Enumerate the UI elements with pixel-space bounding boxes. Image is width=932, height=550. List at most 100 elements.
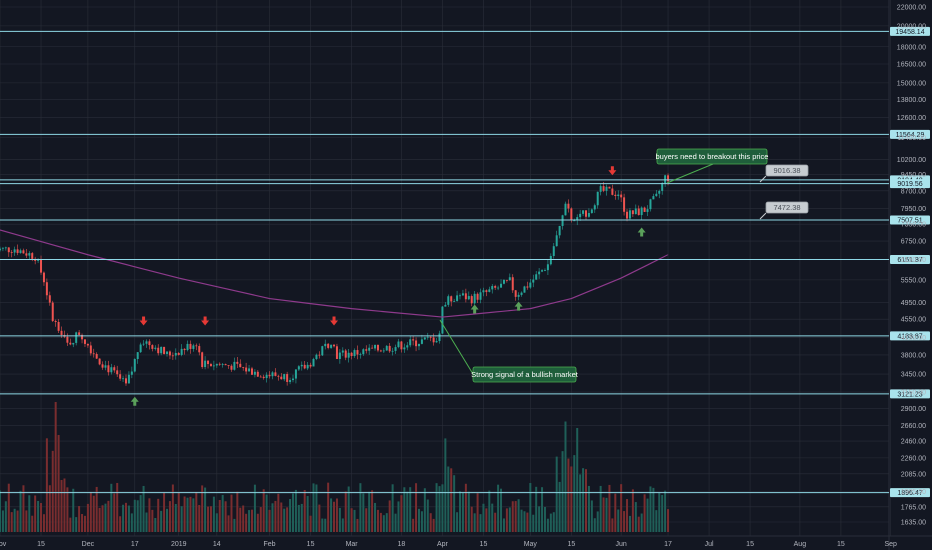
x-tick-label: 15 [746, 541, 754, 548]
candle-body [133, 359, 136, 372]
volume-bar [81, 514, 84, 532]
volume-bar [420, 511, 423, 532]
candle-body [83, 339, 86, 344]
volume-bar [432, 518, 435, 532]
volume-bar [4, 501, 7, 532]
candle-body [570, 208, 573, 221]
volume-bar [315, 484, 318, 532]
candle-body [596, 191, 599, 206]
candle-body [667, 175, 670, 182]
moving-average-line [0, 229, 669, 318]
x-tick-label: Feb [264, 541, 276, 548]
volume-bar [579, 474, 582, 532]
candle-body [81, 334, 84, 340]
y-tick-label: 13800.00 [897, 97, 926, 104]
candle-body [374, 344, 377, 349]
annotation-box[interactable] [656, 148, 768, 165]
volume-bar [95, 486, 98, 532]
candle-body [40, 259, 43, 273]
volume-bar [371, 490, 374, 532]
volume-bar [209, 506, 212, 532]
volume-bar [292, 493, 294, 532]
candle-body [230, 365, 233, 370]
candle-body [139, 344, 142, 353]
x-tick-label: Aug [794, 541, 807, 548]
candle-body [467, 296, 470, 300]
candle-body [564, 203, 567, 216]
horizontal-levels[interactable]: 19458.1411564.299194.489019.567507.51615… [0, 26, 930, 498]
volume-bar [40, 503, 43, 532]
volume-bar [113, 493, 116, 532]
volume-bar [488, 490, 491, 532]
candle-body [268, 374, 271, 377]
candle-body [529, 282, 532, 288]
volume-bar [611, 518, 614, 532]
candle-body [341, 350, 344, 353]
candle-body [473, 293, 476, 304]
candle-body [48, 295, 51, 303]
volume-bar [415, 483, 418, 532]
volume-bar [75, 517, 78, 532]
volume-bar [459, 491, 462, 532]
level-price-tag [890, 215, 930, 225]
y-tick-label: 3450.00 [901, 372, 926, 379]
volume-bar [48, 485, 51, 532]
candle-body [552, 246, 555, 257]
arrow-down-icon [201, 316, 210, 326]
volume-bar [529, 483, 532, 532]
candle-body [104, 365, 107, 368]
volume-bar [318, 504, 321, 532]
volume-bar [19, 490, 22, 532]
candle-body [116, 370, 119, 375]
candle-body [245, 367, 248, 372]
candle-body [447, 296, 450, 305]
candle-body [154, 347, 157, 349]
y-tick-label: 10200.00 [897, 157, 926, 164]
candle-body [212, 365, 215, 367]
volume-bar [491, 503, 494, 532]
candle-body [532, 279, 535, 283]
annotations[interactable]: buyers need to breakout this price Strong… [439, 148, 809, 383]
annotation-box[interactable] [765, 201, 809, 214]
candle-body [470, 296, 473, 304]
candle-body [517, 294, 520, 297]
volume-bar [166, 508, 169, 532]
candle-body [549, 256, 552, 265]
candle-body [576, 217, 579, 221]
volume-bar [101, 505, 104, 532]
candle-body [538, 271, 541, 275]
candle-body [127, 374, 130, 384]
volume-bar [7, 483, 10, 532]
candle-body [4, 247, 7, 249]
x-tick-label: Nov [0, 541, 7, 548]
volume-bar [286, 507, 289, 532]
candle-body [306, 364, 309, 369]
volume-bar [130, 513, 133, 532]
annotation-box[interactable] [472, 366, 577, 383]
candle-body [388, 345, 391, 352]
candle-body [98, 358, 101, 365]
candle-body [122, 378, 125, 380]
volume-bar [253, 484, 256, 532]
arrow-down-icon [608, 166, 617, 176]
y-tick-label: 9450.00 [901, 172, 926, 179]
candle-body [461, 293, 464, 296]
volume-bar [201, 485, 204, 532]
y-tick-label: 8700.00 [901, 188, 926, 195]
time-axis[interactable]: Nov 15 Dec 17 2019 14 Feb 15 Mar 18 Apr 15 May 15 Jun 1… [0, 541, 897, 548]
candle-body [382, 350, 385, 352]
candle-body [362, 349, 365, 355]
candle-body [453, 300, 456, 302]
volume-bar [262, 489, 265, 532]
candle-body [75, 332, 78, 343]
candle-body [192, 345, 195, 349]
volume-bar [608, 484, 611, 532]
candle-body [195, 345, 198, 347]
candle-body [292, 378, 294, 381]
annotation-box[interactable] [765, 164, 809, 177]
volume-bar [485, 508, 488, 532]
price-axis[interactable]: 22000.00 20000.00 18000.00 16500.00 15000.00… [897, 5, 926, 527]
volume-bar [271, 503, 274, 532]
candle-body [417, 343, 420, 347]
